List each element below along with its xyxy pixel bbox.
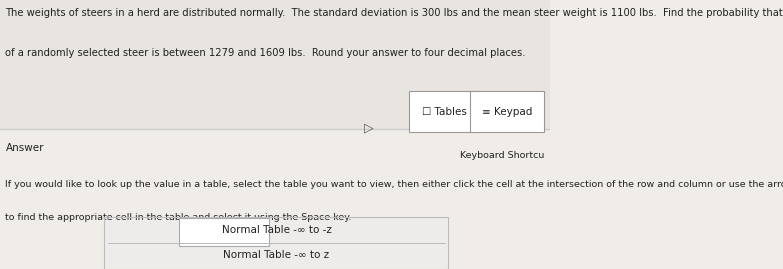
Text: ☐ Tables: ☐ Tables [422, 107, 467, 117]
FancyBboxPatch shape [0, 129, 550, 269]
Text: Normal Table -∞ to z: Normal Table -∞ to z [223, 250, 330, 260]
Text: Answer: Answer [5, 143, 44, 153]
FancyBboxPatch shape [410, 91, 478, 132]
FancyBboxPatch shape [0, 0, 550, 129]
Text: Keyboard Shortcu: Keyboard Shortcu [460, 151, 544, 160]
FancyBboxPatch shape [105, 242, 447, 268]
FancyBboxPatch shape [105, 217, 447, 244]
Text: ▷: ▷ [363, 121, 373, 134]
FancyBboxPatch shape [470, 91, 544, 132]
Text: The weights of steers in a herd are distributed normally.  The standard deviatio: The weights of steers in a herd are dist… [5, 8, 783, 18]
FancyBboxPatch shape [179, 218, 269, 246]
Text: If you would like to look up the value in a table, select the table you want to : If you would like to look up the value i… [5, 180, 783, 189]
Text: Normal Table -∞ to -z: Normal Table -∞ to -z [222, 225, 331, 235]
Text: of a randomly selected steer is between 1279 and 1609 lbs.  Round your answer to: of a randomly selected steer is between … [5, 48, 526, 58]
Text: to find the appropriate cell in the table and select it using the Space key.: to find the appropriate cell in the tabl… [5, 213, 352, 221]
Text: ≡ Keypad: ≡ Keypad [482, 107, 532, 117]
